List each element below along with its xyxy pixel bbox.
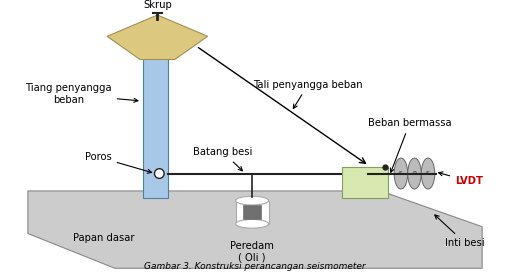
Text: Skrup: Skrup bbox=[143, 0, 172, 10]
Bar bbox=[235, 201, 268, 224]
Text: Batang besi: Batang besi bbox=[193, 147, 252, 171]
Text: Tali penyangga beban: Tali penyangga beban bbox=[253, 79, 362, 108]
Text: Poros: Poros bbox=[85, 152, 151, 173]
Text: Tiang penyangga
beban: Tiang penyangga beban bbox=[25, 83, 137, 105]
Text: Gambar 3. Konstruksi perancangan seismometer: Gambar 3. Konstruksi perancangan seismom… bbox=[144, 262, 365, 271]
Ellipse shape bbox=[420, 158, 434, 189]
Text: S: S bbox=[398, 171, 402, 176]
Text: P: P bbox=[412, 171, 415, 176]
Text: Peredam
( Oli ): Peredam ( Oli ) bbox=[230, 241, 273, 263]
Polygon shape bbox=[28, 191, 481, 268]
Text: Beban bermassa: Beban bermassa bbox=[367, 118, 450, 172]
Bar bbox=[243, 205, 260, 219]
Ellipse shape bbox=[407, 158, 420, 189]
Text: Papan dasar: Papan dasar bbox=[72, 233, 134, 243]
Ellipse shape bbox=[235, 196, 268, 205]
Bar bbox=[342, 167, 388, 198]
Bar bbox=[143, 21, 167, 198]
Ellipse shape bbox=[235, 219, 268, 228]
Text: S: S bbox=[425, 171, 429, 176]
Circle shape bbox=[154, 169, 164, 178]
Text: LVDT: LVDT bbox=[438, 172, 482, 186]
Text: Inti besi: Inti besi bbox=[434, 215, 484, 248]
Ellipse shape bbox=[393, 158, 407, 189]
Polygon shape bbox=[107, 15, 207, 60]
